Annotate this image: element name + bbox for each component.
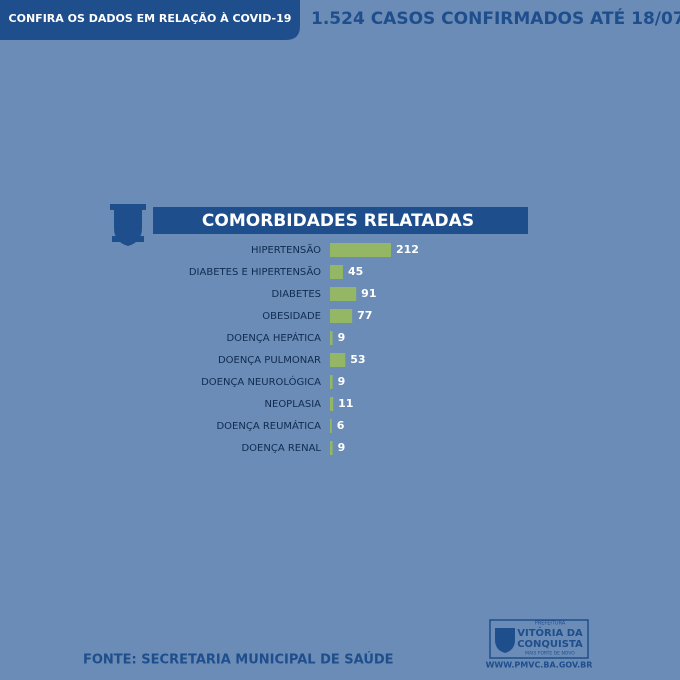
- value-label: 91: [361, 287, 376, 300]
- category-label: DOENÇA REUMÁTICA: [216, 419, 321, 432]
- category-label: DIABETES E HIPERTENSÃO: [189, 265, 321, 278]
- bar: [330, 309, 353, 323]
- bar: [330, 419, 332, 433]
- bar: [330, 353, 346, 367]
- value-label: 53: [350, 353, 365, 366]
- source: FONTE: SECRETARIA MUNICIPAL DE SAÚDE: [83, 652, 394, 668]
- url: WWW.PMVC.BA.GOV.BR: [486, 661, 593, 670]
- logo-slogan: MAIS FORTE DE NOVO: [525, 651, 575, 657]
- category-label: DIABETES: [272, 289, 321, 300]
- logo-frame: [489, 619, 589, 659]
- bar: [330, 375, 333, 389]
- category-label: DOENÇA HEPÁTICA: [226, 331, 321, 344]
- category-label: NEOPLASIA: [265, 399, 322, 410]
- chart-title: COMORBIDADES RELATADAS: [202, 211, 474, 231]
- bar: [330, 397, 334, 411]
- value-label: 9: [338, 375, 346, 388]
- value-label: 9: [338, 331, 346, 344]
- bar: [330, 265, 343, 279]
- value-label: 6: [337, 419, 345, 432]
- value-label: 45: [348, 265, 363, 278]
- logo-name: VITÓRIA DA: [517, 626, 583, 639]
- value-label: 11: [338, 397, 353, 410]
- logo-name: CONQUISTA: [517, 639, 583, 650]
- bar: [330, 287, 357, 301]
- value-label: 77: [357, 309, 372, 322]
- category-label: DOENÇA RENAL: [241, 443, 321, 454]
- category-label: HIPERTENSÃO: [251, 243, 321, 256]
- bar: [330, 243, 391, 257]
- header-badge: CONFIRA OS DADOS EM RELAÇÃO À COVID-19: [9, 12, 292, 25]
- header-badge-bg: [0, 0, 300, 40]
- category-label: OBESIDADE: [262, 311, 321, 322]
- logo-crest: [495, 628, 515, 653]
- value-label: 9: [338, 441, 346, 454]
- logo-top: PREFEITURA: [535, 621, 566, 627]
- header-headline: 1.524 CASOS CONFIRMADOS ATÉ 18/07: [311, 7, 680, 29]
- category-label: DOENÇA PULMONAR: [218, 355, 321, 366]
- value-label: 212: [396, 243, 419, 256]
- crest-icon: [110, 204, 146, 246]
- category-label: DOENÇA NEUROLÓGICA: [201, 375, 321, 388]
- bar: [330, 331, 333, 345]
- chart-title-bg: [153, 207, 528, 234]
- bar: [330, 441, 333, 455]
